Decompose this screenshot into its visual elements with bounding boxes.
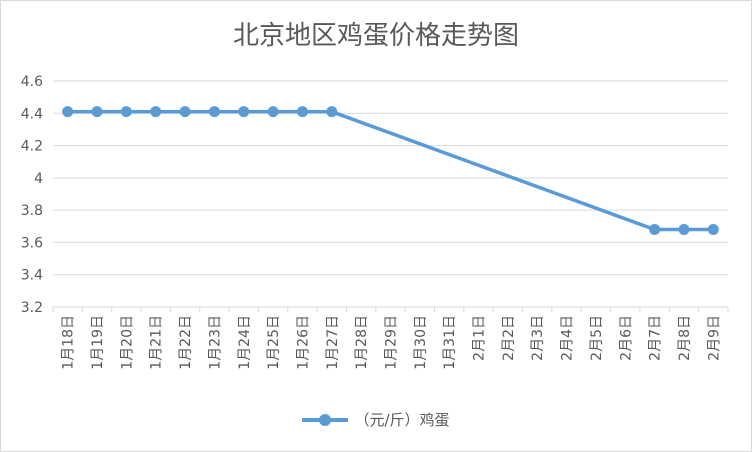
- x-tick-label: 2月6日: [618, 315, 634, 361]
- x-tick-label: 1月31日: [442, 315, 458, 370]
- x-tick-label: 1月28日: [354, 315, 370, 370]
- data-point: [326, 106, 338, 118]
- data-point: [678, 224, 690, 236]
- x-tick-label: 1月25日: [266, 315, 282, 370]
- y-tick-label: 4: [34, 171, 43, 187]
- x-tick-label: 1月22日: [178, 315, 194, 370]
- x-tick-label: 1月27日: [325, 315, 341, 370]
- data-point: [62, 106, 74, 118]
- series-layer: [62, 106, 719, 236]
- x-tick-label: 2月1日: [472, 315, 488, 361]
- y-tick-label: 4.6: [21, 74, 43, 90]
- x-tick-label: 1月26日: [295, 315, 311, 370]
- data-point: [707, 224, 719, 236]
- legend: （元/斤）鸡蛋: [1, 409, 751, 430]
- x-tick-label: 1月18日: [61, 315, 77, 370]
- y-tick-label: 3.2: [21, 300, 43, 316]
- y-tick-label: 4.2: [21, 139, 43, 155]
- data-point: [179, 106, 191, 118]
- x-tick-label: 1月19日: [90, 315, 106, 370]
- gridlines: [52, 80, 729, 312]
- x-tick-label: 2月7日: [648, 315, 664, 361]
- data-point: [267, 106, 279, 118]
- x-tick-label: 1月20日: [119, 315, 135, 370]
- legend-swatch-icon: [302, 413, 349, 427]
- legend-label: （元/斤）鸡蛋: [354, 411, 450, 429]
- x-tick-label: 2月9日: [706, 315, 722, 361]
- data-point: [208, 106, 220, 118]
- x-tick-label: 2月3日: [530, 315, 546, 361]
- data-point: [150, 106, 162, 118]
- x-tick-label: 1月24日: [237, 315, 253, 370]
- x-tick-label: 2月8日: [677, 315, 693, 361]
- y-tick-label: 3.8: [21, 203, 43, 219]
- data-point: [120, 106, 132, 118]
- x-tick-label: 1月21日: [149, 315, 165, 370]
- x-tick-label: 1月23日: [207, 315, 223, 370]
- x-tick-label: 2月4日: [560, 315, 576, 361]
- data-point: [649, 224, 661, 236]
- y-tick-label: 4.4: [21, 106, 43, 122]
- x-tick-label: 1月30日: [413, 315, 429, 370]
- x-tick-label: 2月2日: [501, 315, 517, 361]
- x-axis-tick-labels: 1月18日 1月19日 1月20日 1月21日 1月22日 1月23日 1月24日 1月25日…: [61, 315, 723, 370]
- x-tick-label: 1月29日: [384, 315, 400, 370]
- y-tick-label: 3.6: [21, 235, 43, 251]
- chart-title: 北京地区鸡蛋价格走势图: [232, 21, 519, 51]
- y-axis-tick-labels: 3.2 3.4 3.6 3.8 4 4.2 4.4 4.6: [21, 74, 43, 316]
- x-tick-label: 2月5日: [589, 315, 605, 361]
- data-point: [91, 106, 103, 118]
- data-point: [238, 106, 250, 118]
- y-tick-label: 3.4: [21, 268, 43, 284]
- data-point: [296, 106, 308, 118]
- series-line-0: [67, 109, 714, 232]
